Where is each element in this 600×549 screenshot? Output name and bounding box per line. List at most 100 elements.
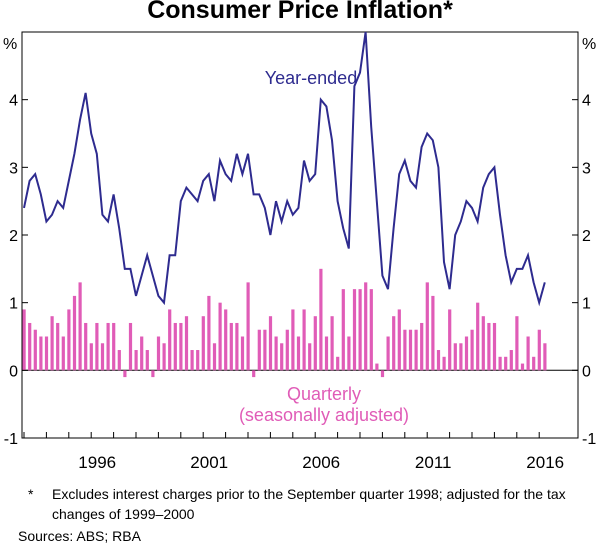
quarterly-bar	[420, 322, 424, 371]
quarterly-bar	[224, 309, 228, 371]
year-ended-line	[23, 31, 546, 307]
quarterly-bar	[319, 268, 323, 371]
footnote-mark: *	[28, 486, 34, 502]
quarterly-bar	[145, 350, 149, 371]
quarterly-bar	[207, 295, 211, 371]
y-tick-label-right: 1	[582, 296, 591, 313]
quarterly-bar	[302, 309, 306, 371]
x-tick-label: 2016	[526, 453, 564, 472]
y-tick-label-left: 2	[9, 228, 18, 245]
quarterly-bar	[89, 343, 93, 371]
quarterly-bar	[532, 356, 536, 371]
quarterly-bar	[392, 316, 396, 371]
x-tick-label: 2006	[302, 453, 340, 472]
quarterly-bar	[212, 343, 217, 371]
quarterly-bar	[240, 336, 245, 371]
quarterly-bar	[78, 282, 82, 371]
quarterly-bar	[358, 289, 362, 371]
y-tick-label-left: -1	[4, 431, 18, 448]
quarterly-bar	[151, 370, 155, 378]
legend-year-ended: Year-ended	[265, 68, 357, 88]
quarterly-bar	[347, 336, 351, 371]
quarterly-bar	[313, 316, 317, 371]
quarterly-bar	[235, 322, 239, 371]
x-tick-label: 2001	[190, 453, 228, 472]
quarterly-bar	[492, 322, 497, 371]
quarterly-bar	[330, 316, 334, 371]
quarterly-bar	[476, 302, 480, 371]
quarterly-bar	[274, 336, 278, 371]
quarterly-bar	[22, 309, 26, 371]
legend-quarterly: Quarterly	[287, 384, 361, 404]
quarterly-bar	[140, 336, 144, 371]
plot-frame	[21, 31, 579, 439]
quarterly-bar	[448, 309, 452, 371]
quarterly-bar	[436, 350, 441, 371]
quarterly-bar	[50, 316, 54, 371]
quarterly-bar	[470, 329, 474, 371]
quarterly-bar	[520, 363, 525, 371]
quarterly-bar	[218, 302, 222, 371]
x-tick-label: 2011	[415, 453, 452, 472]
quarterly-bar	[386, 336, 390, 371]
quarterly-bar	[252, 370, 256, 378]
quarterly-bar	[84, 322, 88, 371]
quarterly-bar	[257, 329, 261, 371]
quarterly-bar	[324, 336, 329, 371]
quarterly-bar	[28, 322, 32, 371]
quarterly-bar	[190, 350, 194, 371]
quarterly-bar	[72, 295, 77, 371]
legend-quarterly-sub: (seasonally adjusted)	[239, 405, 409, 425]
quarterly-bar	[464, 336, 469, 371]
x-tick-label: 1996	[78, 453, 116, 472]
quarterly-bar	[56, 322, 60, 371]
quarterly-bar	[296, 336, 301, 371]
quarterly-bar	[498, 356, 502, 371]
quarterly-bar	[380, 370, 385, 378]
y-tick-label-right: 4	[582, 93, 591, 110]
quarterly-bar	[112, 322, 116, 371]
quarterly-bar	[179, 322, 183, 371]
quarterly-bar	[453, 343, 457, 371]
quarterly-bar	[95, 322, 99, 371]
quarterly-bar	[229, 322, 233, 371]
quarterly-bar	[308, 343, 312, 371]
quarterly-bar	[526, 336, 530, 371]
quarterly-bar	[173, 322, 177, 371]
quarterly-bar	[291, 309, 295, 371]
quarterly-bar	[67, 309, 71, 371]
quarterly-bar	[128, 322, 133, 371]
quarterly-bar	[504, 356, 508, 371]
quarterly-bar	[425, 282, 429, 371]
quarterly-bar	[100, 343, 105, 371]
quarterly-bar	[184, 316, 189, 371]
quarterly-bar	[117, 350, 121, 371]
quarterly-bar	[375, 363, 379, 371]
quarterly-bar	[44, 336, 49, 371]
sources-text: Sources: ABS; RBA	[18, 528, 141, 544]
y-unit-label-right: %	[582, 36, 596, 53]
y-tick-label-left: 1	[9, 296, 18, 313]
quarterly-bar	[397, 309, 401, 371]
quarterly-bars	[22, 268, 547, 378]
quarterly-bar	[537, 329, 541, 371]
quarterly-bar	[369, 289, 373, 371]
quarterly-bar	[134, 350, 138, 371]
quarterly-bar	[459, 343, 463, 371]
quarterly-bar	[481, 316, 485, 371]
axis-ticks: -1 -1 0 0 1 1 2 2 3 3 4 4 1996 2001 2006 2011 2016	[4, 93, 597, 472]
y-tick-label-left: 0	[9, 363, 18, 380]
quarterly-bar	[403, 329, 407, 371]
quarterly-bar	[61, 336, 65, 371]
quarterly-bar	[123, 370, 127, 378]
quarterly-bar	[408, 329, 413, 371]
quarterly-bar	[268, 316, 273, 371]
quarterly-bar	[341, 289, 345, 371]
quarterly-bar	[246, 282, 250, 371]
footnote-text: Excludes interest charges prior to the S…	[52, 486, 566, 522]
quarterly-bar	[106, 322, 110, 371]
y-tick-label-right: -1	[582, 431, 596, 448]
quarterly-bar	[39, 336, 43, 371]
quarterly-bar	[336, 356, 340, 371]
